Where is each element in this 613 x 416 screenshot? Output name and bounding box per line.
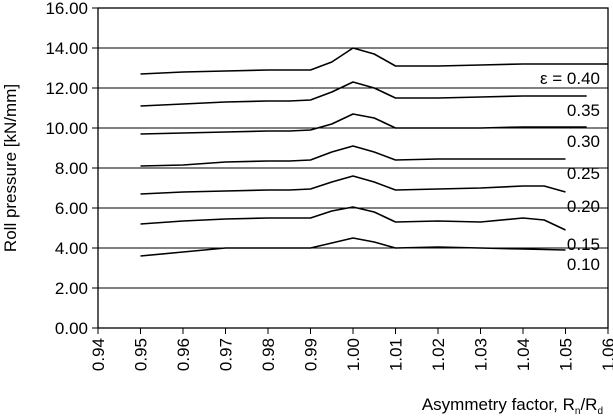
x-tick-label: 1.05 — [557, 338, 576, 371]
series-line — [140, 47, 608, 75]
x-tick-label: 1.06 — [599, 338, 613, 371]
series-label: 0.15 — [567, 235, 600, 254]
x-tick-label: 1.01 — [387, 338, 406, 371]
y-tick-label: 4.00 — [55, 239, 88, 258]
x-axis-ticks: 0.94 0.95 0.96 0.97 0.98 0.99 1.00 1.01 1.02 1.03… — [89, 328, 613, 371]
x-tick-label: 1.03 — [472, 338, 491, 371]
x-tick-label: 0.95 — [132, 338, 151, 371]
x-tick-label: 1.00 — [344, 338, 363, 371]
y-tick-label: 2.00 — [55, 279, 88, 298]
plot-frame — [97, 7, 609, 329]
series-label: 0.30 — [567, 132, 600, 151]
x-tick-label: 0.98 — [259, 338, 278, 371]
x-tick-label: 0.94 — [89, 338, 108, 371]
y-tick-label: 8.00 — [55, 159, 88, 178]
series-line — [140, 175, 566, 195]
x-axis-title: Asymmetry factor, Rn/Rd — [422, 395, 603, 416]
series-line — [140, 145, 566, 167]
series-label: ε = 0.40 — [540, 69, 600, 88]
x-axis-title-sep: /R — [580, 395, 597, 414]
x-axis-title-sub-n: n — [575, 406, 581, 416]
series-line — [140, 81, 587, 107]
series-line — [140, 113, 587, 135]
y-axis-ticks: 0.00 2.00 4.00 6.00 8.00 10.00 12.00 14.00 16.00 — [45, 0, 98, 338]
x-tick-label: 1.04 — [514, 338, 533, 371]
x-axis-title-sub-d: d — [597, 406, 603, 416]
x-tick-label: 0.97 — [217, 338, 236, 371]
series-label: 0.20 — [567, 197, 600, 216]
series-group: ε = 0.40 0.35 0.30 0.25 0.20 0.150.10 — [140, 47, 608, 274]
series-label: 0.25 — [567, 164, 600, 183]
y-tick-label: 16.00 — [45, 0, 88, 18]
x-tick-label: 0.96 — [174, 338, 193, 371]
x-tick-label: 1.02 — [429, 338, 448, 371]
series-line — [140, 206, 566, 231]
y-tick-label: 14.00 — [45, 39, 88, 58]
y-tick-label: 6.00 — [55, 199, 88, 218]
series-label: 0.10 — [567, 255, 600, 274]
y-tick-label: 0.00 — [55, 319, 88, 338]
grid-lines — [98, 47, 608, 289]
series-label: 0.35 — [567, 101, 600, 120]
x-axis-title-main: Asymmetry factor, R — [422, 395, 575, 414]
x-tick-label: 0.99 — [302, 338, 321, 371]
series-line — [140, 237, 566, 257]
y-tick-label: 10.00 — [45, 119, 88, 138]
y-axis-title: Roll pressure [kN/mm] — [1, 84, 20, 252]
y-tick-label: 12.00 — [45, 79, 88, 98]
